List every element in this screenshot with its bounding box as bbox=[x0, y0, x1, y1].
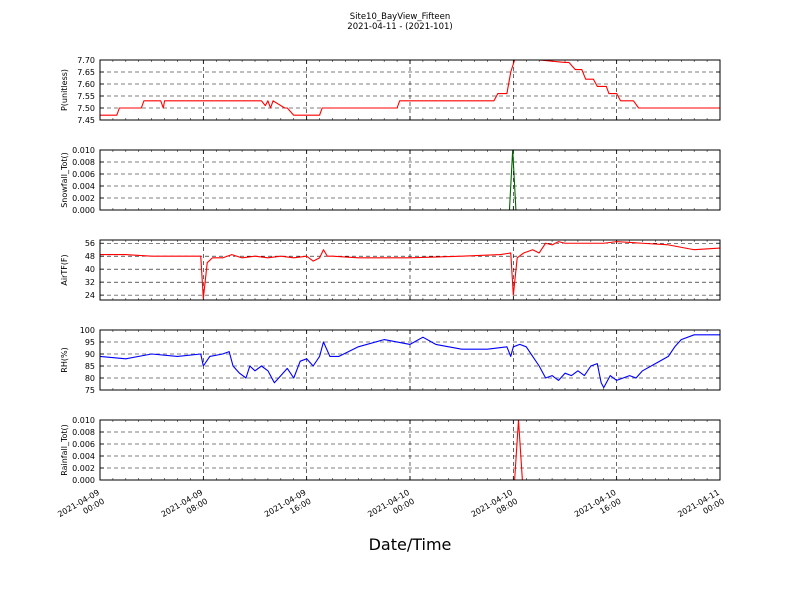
y-tick-label: 0.008 bbox=[72, 158, 95, 167]
y-tick-label: 0.008 bbox=[72, 428, 95, 437]
y-tick-label: 7.55 bbox=[77, 92, 95, 101]
y-tick-label: 7.70 bbox=[77, 56, 95, 65]
y-tick-label: 0.000 bbox=[72, 476, 95, 485]
panels: 7.45 7.50 7.55 7.60 7.65 7.70 P(unitless) 0.000… bbox=[60, 56, 721, 485]
y-tick-label: 0.002 bbox=[72, 464, 95, 473]
y-tick-label: 32 bbox=[85, 278, 95, 287]
panel-snowfall-tot: 0.000 0.002 0.004 0.006 0.008 0.010Snowfall_T… bbox=[60, 146, 721, 215]
y-axis-label: Rainfall_Tot() bbox=[60, 424, 69, 476]
y-tick-label: 24 bbox=[85, 291, 95, 300]
axes-frame bbox=[99, 59, 721, 121]
y-tick-label: 0.004 bbox=[72, 182, 95, 191]
series-line-rh bbox=[99, 334, 720, 389]
axes-frame bbox=[99, 329, 721, 391]
panel-rainfall-tot: 0.000 0.002 0.004 0.006 0.008 0.010Rainfall_T… bbox=[60, 416, 721, 485]
panel-airtf-f: 24 32 40 48 56 AirTF(F) bbox=[60, 239, 721, 301]
y-axis-label: P(unitless) bbox=[60, 69, 69, 111]
y-tick-label: 7.65 bbox=[77, 68, 95, 77]
y-tick-label: 85 bbox=[85, 362, 95, 371]
series-line-airtf-f bbox=[100, 241, 721, 299]
chart-subtitle: 2021-04-11 - (2021-101) bbox=[347, 22, 452, 32]
axes-frame bbox=[99, 419, 721, 481]
y-tick-label: 80 bbox=[85, 374, 95, 383]
y-tick-label: 0.006 bbox=[72, 440, 95, 449]
y-tick-label: 100 bbox=[80, 326, 95, 335]
y-tick-label: 7.60 bbox=[77, 80, 95, 89]
x-axis-label: Date/Time bbox=[369, 535, 452, 554]
y-tick-label: 0.004 bbox=[72, 452, 95, 461]
y-tick-label: 0.002 bbox=[72, 194, 95, 203]
y-tick-label: 7.50 bbox=[77, 104, 95, 113]
panel-p-unitless: 7.45 7.50 7.55 7.60 7.65 7.70 P(unitless) bbox=[60, 56, 721, 125]
y-tick-label: 40 bbox=[85, 265, 95, 274]
y-tick-label: 7.45 bbox=[77, 116, 95, 125]
y-axis-label: AirTF(F) bbox=[60, 254, 69, 285]
panel-rh: 75 80 85 90 95 100 RH(%) bbox=[60, 326, 721, 395]
y-tick-label: 75 bbox=[85, 386, 95, 395]
y-tick-label: 48 bbox=[85, 252, 95, 261]
y-tick-label: 0.010 bbox=[72, 416, 95, 425]
y-tick-label: 95 bbox=[85, 338, 95, 347]
y-axis-label: Snowfall_Tot() bbox=[60, 152, 69, 208]
y-tick-label: 0.006 bbox=[72, 170, 95, 179]
axes-frame bbox=[99, 149, 721, 211]
y-tick-label: 0.010 bbox=[72, 146, 95, 155]
series-line-p-unitless bbox=[100, 59, 720, 116]
chart-title: Site10_BayView_Fifteen bbox=[350, 12, 451, 22]
y-tick-label: 56 bbox=[85, 239, 95, 248]
axes-frame bbox=[99, 239, 721, 301]
y-tick-label: 90 bbox=[85, 350, 95, 359]
y-axis-label: RH(%) bbox=[60, 347, 69, 372]
y-tick-label: 0.000 bbox=[72, 206, 95, 215]
